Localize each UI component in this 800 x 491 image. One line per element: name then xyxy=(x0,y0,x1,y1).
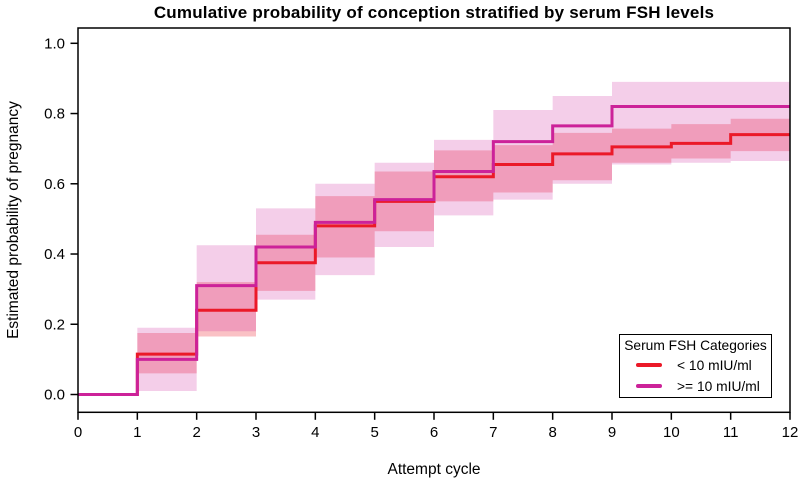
step-curve-1 xyxy=(78,105,790,396)
x-tick-label: 1 xyxy=(133,424,141,441)
y-tick-label: 1.0 xyxy=(44,36,65,53)
legend-item-label: >= 10 mIU/ml xyxy=(677,378,760,394)
x-tick-label: 6 xyxy=(430,424,438,441)
y-tick-label: 0.2 xyxy=(44,316,65,333)
y-tick-label: 0.4 xyxy=(44,246,65,263)
legend-item-label: < 10 mIU/ml xyxy=(677,357,752,373)
legend-swatch-red-line xyxy=(636,363,662,367)
x-tick-label: 5 xyxy=(370,424,378,441)
legend-item: >= 10 mIU/ml xyxy=(620,377,771,395)
x-tick-label: 8 xyxy=(548,424,556,441)
x-axis-label: Attempt cycle xyxy=(387,461,481,478)
legend-title: Serum FSH Categories xyxy=(624,338,767,353)
x-tick-label: 4 xyxy=(311,424,319,441)
y-tick-label: 0.0 xyxy=(44,387,65,404)
confidence-band-1 xyxy=(137,81,791,391)
chart-title: Cumulative probability of conception str… xyxy=(153,3,715,22)
x-tick-label: 11 xyxy=(723,424,739,441)
x-tick-label: 10 xyxy=(663,424,680,441)
legend: Serum FSH Categories < 10 mIU/ml >= 10 m… xyxy=(619,334,772,398)
x-tick-label: 7 xyxy=(489,424,497,441)
x-tick-label: 2 xyxy=(192,424,200,441)
x-tick-label: 9 xyxy=(608,424,616,441)
x-tick-label: 3 xyxy=(252,424,260,441)
y-tick-label: 0.6 xyxy=(44,176,65,193)
y-tick-label: 0.8 xyxy=(44,106,65,123)
x-tick-label: 0 xyxy=(74,424,82,441)
x-tick-label: 12 xyxy=(782,424,799,441)
legend-swatch-magenta-line xyxy=(636,384,662,388)
legend-item: < 10 mIU/ml xyxy=(620,356,771,374)
y-axis-label: Estimated probability of pregnancy xyxy=(5,101,22,339)
